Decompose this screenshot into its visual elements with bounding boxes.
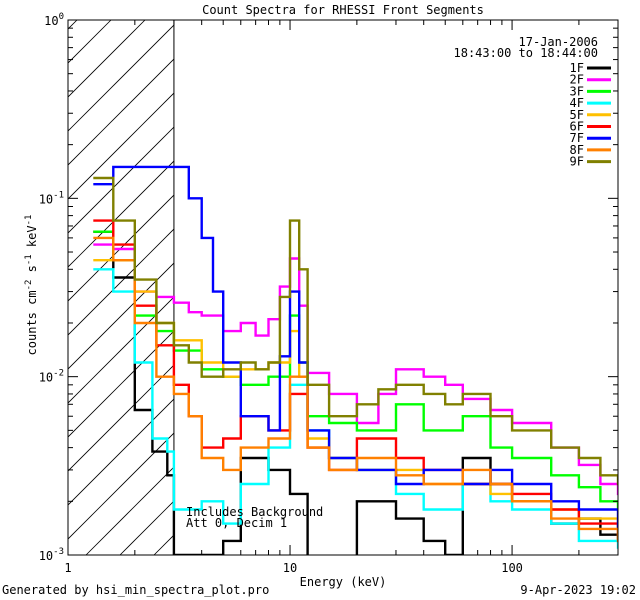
axis-ticks: 1 10 100 100 10-1 10-2 10-3 (39, 12, 619, 575)
y-label-exp: -1 (24, 254, 34, 265)
y-label-part: keV (25, 225, 39, 254)
x-tick-label: 100 (501, 561, 523, 575)
generated-by-text: Generated by hsi_min_spectra_plot.pro (2, 583, 269, 597)
annotation: Includes Background Att 0, Decim 1 (186, 505, 323, 530)
hatch-line (68, 228, 174, 336)
legend: 17-Jan-2006 18:43:00 to 18:44:00 1F2F3F4… (454, 35, 611, 169)
annotation-line-1: Includes Background (186, 505, 323, 519)
series-group (93, 165, 618, 555)
y-label-part: counts cm (25, 290, 39, 355)
x-tick-label: 10 (283, 561, 297, 575)
legend-label-1F: 1F (570, 61, 584, 75)
x-axis-label: Energy (keV) (300, 575, 387, 589)
y-label-part: s (25, 265, 39, 279)
hatch-line (68, 92, 174, 200)
chart-title: Count Spectra for RHESSI Front Segments (202, 3, 484, 17)
hatch-line (68, 364, 174, 472)
hatch-line (68, 262, 174, 370)
timestamp-text: 9-Apr-2023 19:02 (520, 583, 636, 597)
plot-frame (67, 19, 619, 556)
hatched-region (68, 20, 175, 555)
legend-label-4F: 4F (570, 96, 584, 110)
series-line-8F (93, 236, 618, 543)
hatch-line (68, 58, 174, 166)
y-label-exp: -1 (24, 215, 34, 226)
hatch-line (68, 194, 174, 302)
y-tick-label: 10-1 (39, 190, 64, 206)
series-line-9F (93, 176, 618, 486)
y-tick-label: 10-3 (39, 547, 64, 563)
legend-label-9F: 9F (570, 155, 584, 169)
legend-date: 17-Jan-2006 (519, 35, 598, 49)
hatch-line (68, 432, 174, 540)
series-line-7F (93, 165, 618, 531)
legend-label-3F: 3F (570, 84, 584, 98)
legend-label-7F: 7F (570, 131, 584, 145)
legend-label-5F: 5F (570, 108, 584, 122)
y-label-exp: -2 (24, 280, 34, 291)
x-tick-label: 1 (64, 561, 71, 575)
legend-time-range: 18:43:00 to 18:44:00 (454, 46, 599, 60)
legend-label-6F: 6F (570, 120, 584, 134)
annotation-line-2: Att 0, Decim 1 (186, 516, 287, 530)
y-axis-label: counts cm-2 s-1 keV-1 (24, 215, 39, 356)
legend-label-2F: 2F (570, 73, 584, 87)
hatch-line (68, 24, 174, 132)
y-tick-label: 10-2 (39, 369, 64, 385)
y-tick-label: 100 (44, 12, 64, 28)
legend-label-8F: 8F (570, 143, 584, 157)
hatch-line (68, 398, 174, 506)
